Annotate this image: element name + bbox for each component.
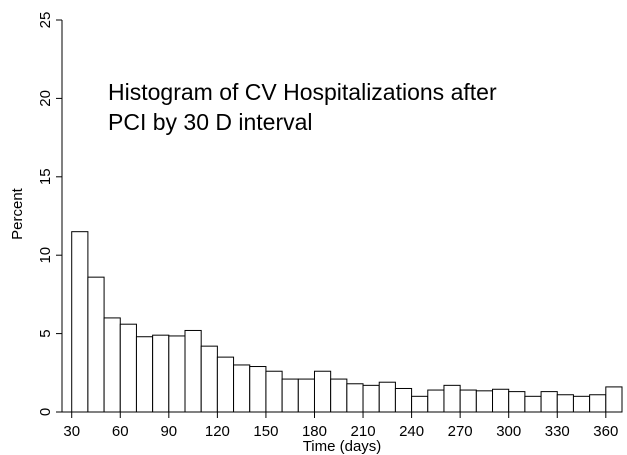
bar — [378, 381, 396, 413]
bar — [394, 387, 413, 413]
bar — [475, 390, 494, 413]
bar — [297, 378, 315, 413]
bar — [346, 383, 364, 413]
bar — [362, 384, 380, 413]
annotation-line: Histogram of CV Hospitalizations after — [108, 79, 497, 105]
bar — [87, 276, 105, 413]
bar — [443, 384, 461, 413]
y-axis-label: Percent — [9, 187, 26, 240]
y-tick-label: 5 — [37, 329, 54, 337]
y-tick-label: 25 — [37, 12, 54, 29]
bar — [233, 364, 251, 413]
bar — [281, 378, 299, 413]
bar — [184, 329, 202, 413]
bar — [540, 391, 558, 413]
x-tick-label: 30 — [63, 423, 80, 440]
bar — [71, 231, 89, 413]
bar — [119, 323, 137, 413]
bar — [152, 334, 170, 413]
bar — [492, 388, 510, 413]
x-tick-label: 270 — [448, 423, 473, 440]
bar — [135, 336, 154, 413]
bar — [168, 335, 186, 413]
y-tick-label: 0 — [37, 408, 54, 416]
y-tick-label: 20 — [37, 90, 54, 107]
bar — [508, 391, 526, 413]
bar — [605, 386, 623, 413]
bar — [103, 317, 121, 413]
bar — [572, 395, 591, 413]
y-tick-label: 10 — [37, 247, 54, 264]
bar — [459, 389, 477, 413]
bar — [427, 389, 445, 413]
x-tick-label: 360 — [593, 423, 618, 440]
x-tick-label: 60 — [112, 423, 129, 440]
x-tick-label: 330 — [545, 423, 570, 440]
bar — [249, 366, 267, 413]
bar — [589, 394, 607, 413]
x-tick-label: 210 — [351, 423, 376, 440]
bar — [216, 356, 235, 413]
bar — [524, 395, 542, 413]
x-tick-label: 120 — [205, 423, 230, 440]
x-tick-label: 90 — [160, 423, 177, 440]
x-tick-label: 240 — [399, 423, 424, 440]
x-tick-label: 300 — [496, 423, 521, 440]
bar — [313, 370, 332, 413]
y-tick-label: 15 — [37, 168, 54, 185]
bar — [330, 378, 348, 413]
x-axis-label: Time (days) — [303, 438, 382, 455]
bar — [411, 395, 429, 413]
bar — [556, 394, 574, 413]
bar — [200, 345, 218, 413]
bar — [265, 370, 283, 413]
annotation-line: PCI by 30 D interval — [108, 109, 313, 135]
x-tick-label: 180 — [302, 423, 327, 440]
x-tick-label: 150 — [253, 423, 278, 440]
